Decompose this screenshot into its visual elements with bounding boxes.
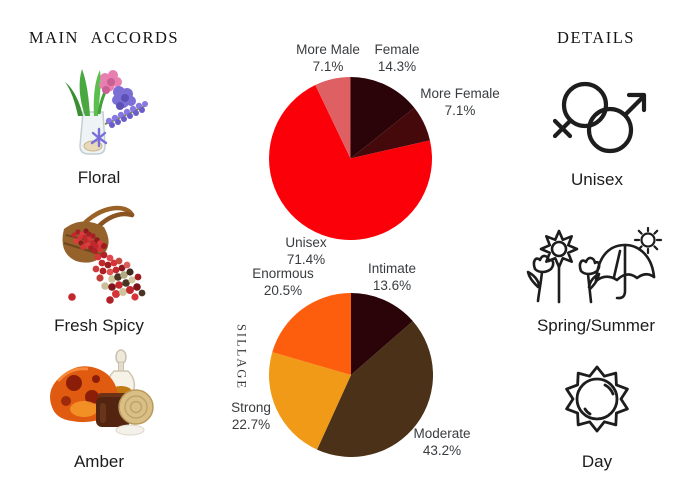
main-accords-heading: MAIN ACCORDS xyxy=(28,28,180,47)
small-sun xyxy=(633,227,662,255)
pie-label-more-female: More Female 7.1% xyxy=(420,86,500,118)
floral-accord-image xyxy=(65,69,148,155)
sunflower-petals xyxy=(539,229,579,269)
spring-summer-icon xyxy=(526,227,662,304)
pie-slice-more-female xyxy=(350,107,430,159)
pie-label-strong: Strong 22.7% xyxy=(231,400,271,432)
pie-slice-strong xyxy=(269,352,351,450)
detail-label-day: Day xyxy=(581,452,613,471)
pie-label-enormous: Enormous 20.5% xyxy=(252,266,314,298)
day-sun-icon xyxy=(565,365,629,433)
pie-slice-unisex xyxy=(269,84,432,240)
sillage-axis-label: SILLAGE xyxy=(234,323,249,391)
peppercorn-berries xyxy=(68,228,146,304)
pie-slice-enormous xyxy=(272,293,351,375)
pie-label-female: Female 14.3% xyxy=(374,42,420,74)
pie-slice-female xyxy=(350,77,415,159)
wooden-lid xyxy=(118,389,154,425)
pie-slice-intimate xyxy=(351,293,413,375)
star-flower xyxy=(90,127,108,148)
pie-label-intimate: Intimate 13.6% xyxy=(367,261,417,293)
unisex-gender-icon xyxy=(552,81,647,154)
pie-label-more-male: More Male 7.1% xyxy=(296,42,360,74)
amber-accord-image xyxy=(50,349,154,436)
detail-label-spring-summer: Spring/Summer xyxy=(536,316,656,335)
pie-slice-more-male xyxy=(315,77,351,159)
accord-label-amber: Amber xyxy=(73,452,125,471)
fresh-spicy-accord-image xyxy=(62,205,146,304)
sillage-pie-chart xyxy=(269,293,433,457)
pie-slice-moderate xyxy=(317,321,433,457)
detail-label-unisex: Unisex xyxy=(571,170,623,189)
pie-label-unisex: Unisex 71.4% xyxy=(285,235,327,267)
accord-label-floral: Floral xyxy=(77,168,121,187)
gender-pie-chart xyxy=(269,77,432,240)
details-heading: DETAILS xyxy=(557,28,635,47)
pie-label-moderate: Moderate 43.2% xyxy=(413,426,471,458)
accord-label-fresh-spicy: Fresh Spicy xyxy=(54,316,144,335)
